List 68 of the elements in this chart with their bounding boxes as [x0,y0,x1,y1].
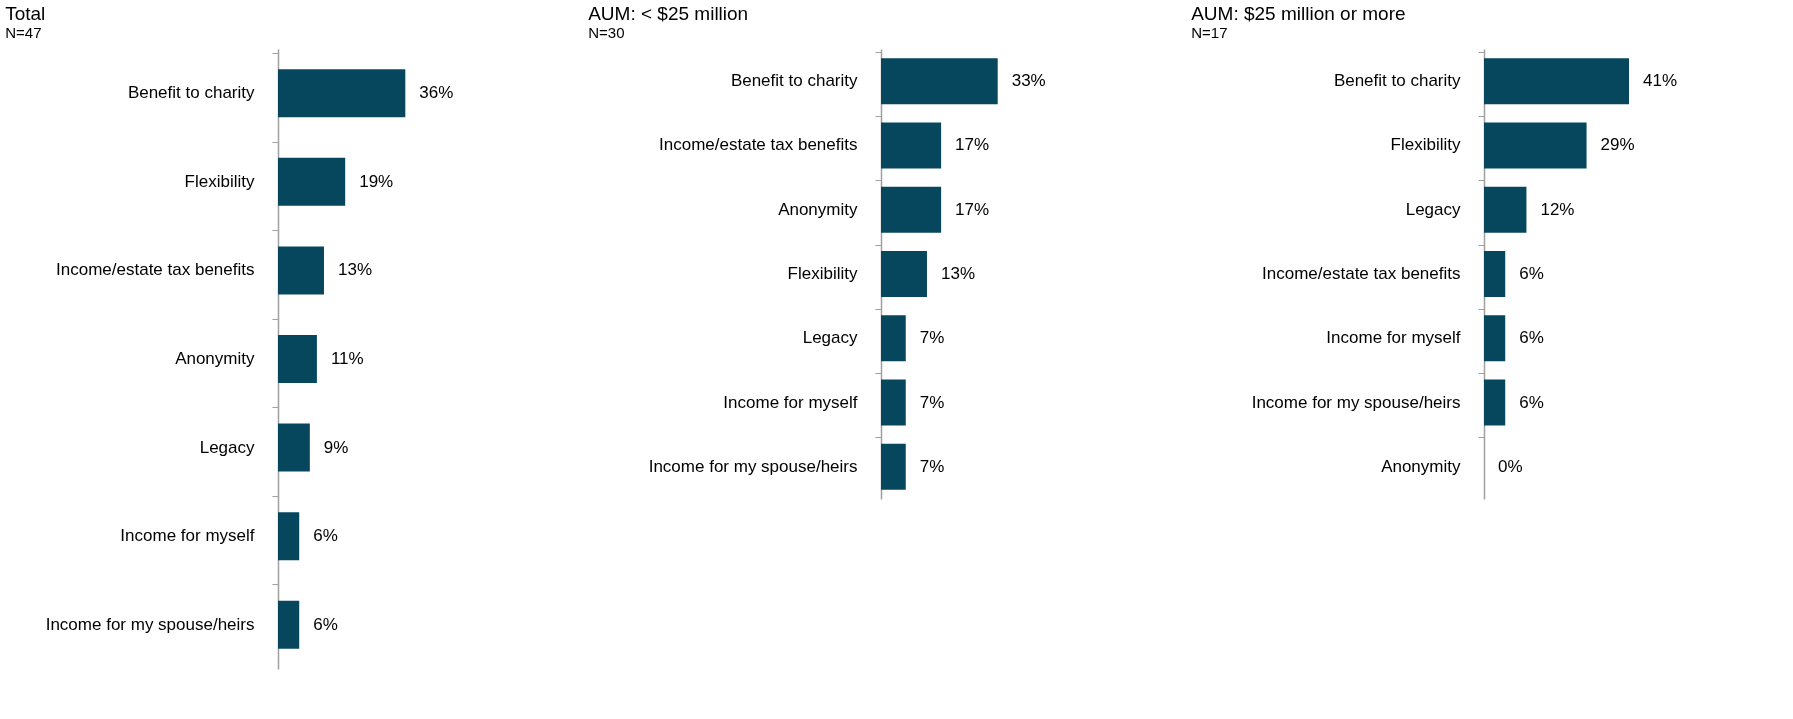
bar [881,443,906,490]
bar [881,379,906,426]
y-tick-label: Income for my spouse/heirs [648,456,858,476]
y-tick-label: Income for myself [1326,328,1461,348]
bar [278,69,406,118]
bar [1484,122,1587,169]
data-label: 7% [919,392,945,412]
bar [278,335,317,383]
data-label: 13% [337,260,373,280]
y-tick-label: Benefit to charity [730,71,858,91]
y-tick-label: Anonymity [1381,456,1461,476]
y-tick-label: Benefit to charity [1333,71,1461,91]
text: N=17 [1191,24,1228,41]
data-label: 6% [313,526,338,546]
data-label: 6% [1519,328,1544,348]
data-label: 19% [359,171,394,191]
bar [278,423,310,472]
bar [278,600,300,649]
data-label: 9% [323,437,349,457]
y-tick-label: Income/estate tax benefits [1262,264,1461,283]
y-tick-label: Income for myself [120,526,255,546]
data-label: 7% [919,328,945,348]
bar [881,251,927,297]
data-label: 29% [1600,135,1635,155]
text: AUM: < $25 million [588,3,749,24]
data-label: 6% [313,614,338,634]
bar [1484,186,1527,233]
y-tick-label: Income for my spouse/heirs [1251,392,1461,412]
text: Total [5,3,46,24]
data-label: 12% [1540,199,1575,219]
data-label: 6% [1519,264,1544,283]
data-label: 0% [1498,456,1523,476]
data-label: 7% [919,456,945,476]
bar [881,58,998,105]
y-tick-label: Legacy [1405,199,1461,219]
y-tick-label: Income for my spouse/heirs [45,614,255,634]
data-label: 13% [940,264,976,283]
y-tick-label: Legacy [802,328,858,348]
text: N=30 [588,24,625,41]
data-label: 41% [1643,71,1678,91]
bar [881,122,942,169]
bar [278,246,324,295]
bar [1484,58,1629,105]
bar [881,315,906,362]
data-label: 17% [955,199,990,219]
text: AUM: $25 million or more [1191,3,1406,24]
y-tick-label: Legacy [199,437,255,457]
y-tick-label: Anonymity [778,199,858,219]
bar [1484,379,1506,426]
y-tick-label: Income/estate tax benefits [56,260,255,280]
y-tick-label: Income for myself [723,392,858,412]
y-tick-label: Income/estate tax benefits [659,135,858,155]
data-label: 17% [955,135,990,155]
bar [278,157,346,206]
y-tick-label: Flexibility [1390,135,1461,155]
y-tick-label: Anonymity [175,349,255,368]
y-tick-label: Flexibility [184,171,255,191]
data-label: 6% [1519,392,1544,412]
bar [1484,251,1506,297]
text: N=47 [5,24,42,41]
data-label: 33% [1011,71,1046,91]
y-tick-label: Benefit to charity [127,83,255,103]
bar [881,186,942,233]
y-tick-label: Flexibility [787,264,858,283]
data-label: 36% [419,83,454,103]
data-label: 11% [330,349,364,368]
bar [1484,315,1506,362]
bar [278,512,300,561]
